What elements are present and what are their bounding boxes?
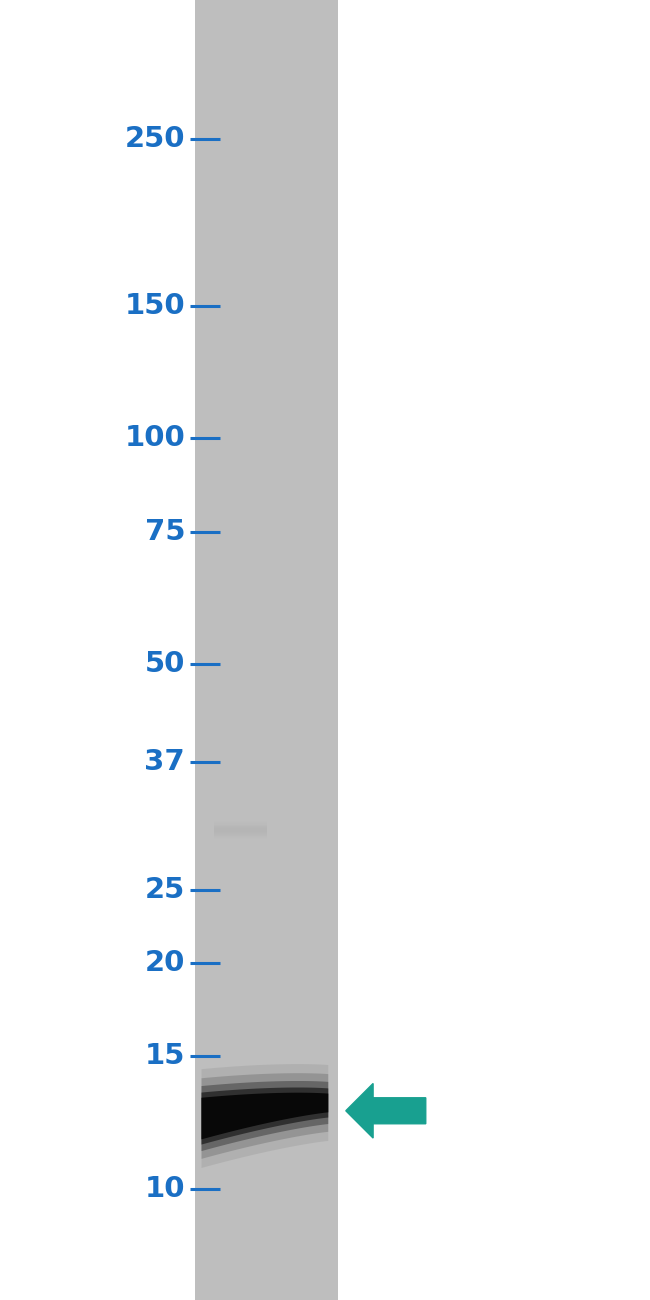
Polygon shape	[202, 1074, 328, 1158]
FancyArrow shape	[346, 1083, 426, 1138]
Polygon shape	[202, 1082, 328, 1150]
Text: 20: 20	[145, 949, 185, 976]
Polygon shape	[202, 1065, 328, 1167]
Text: 25: 25	[145, 876, 185, 903]
Text: 100: 100	[125, 424, 185, 451]
Text: 15: 15	[145, 1043, 185, 1070]
Polygon shape	[202, 1093, 328, 1139]
Text: 37: 37	[144, 747, 185, 776]
Bar	[195, 0, 338, 1300]
Polygon shape	[202, 1088, 328, 1144]
Text: 250: 250	[125, 125, 185, 153]
Text: 10: 10	[145, 1174, 185, 1203]
Text: 50: 50	[145, 650, 185, 677]
Text: 150: 150	[125, 291, 185, 320]
Text: 75: 75	[145, 517, 185, 546]
